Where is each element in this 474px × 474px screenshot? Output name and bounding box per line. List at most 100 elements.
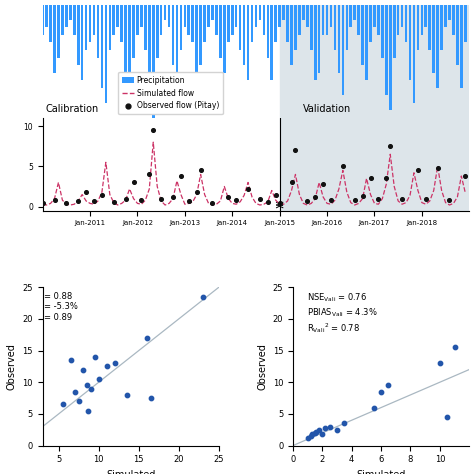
Bar xyxy=(357,5,360,35)
Point xyxy=(256,195,264,202)
Point xyxy=(377,388,385,395)
Bar xyxy=(112,5,115,35)
Bar xyxy=(290,5,293,65)
Bar xyxy=(156,5,158,58)
Bar xyxy=(200,5,202,65)
Point xyxy=(319,430,326,438)
Bar xyxy=(191,5,194,43)
Bar xyxy=(393,5,395,58)
Point xyxy=(370,404,378,411)
Bar xyxy=(41,5,44,35)
Bar xyxy=(231,5,234,35)
Bar xyxy=(385,5,388,95)
Bar xyxy=(188,5,190,35)
Text: Validation: Validation xyxy=(303,104,352,114)
Bar xyxy=(105,5,107,103)
Bar xyxy=(211,5,214,20)
Point xyxy=(351,196,358,204)
Bar xyxy=(144,5,146,50)
Bar xyxy=(266,5,269,58)
Bar xyxy=(437,5,439,88)
Bar xyxy=(342,5,344,95)
Point xyxy=(63,199,70,206)
Point xyxy=(313,428,320,436)
Bar xyxy=(306,5,309,27)
Bar xyxy=(389,5,392,110)
Point xyxy=(98,191,106,198)
Point xyxy=(79,366,87,374)
Bar xyxy=(148,5,151,80)
Bar xyxy=(440,5,443,50)
Bar xyxy=(223,5,226,73)
Point xyxy=(244,185,252,193)
Point xyxy=(84,407,92,414)
Bar xyxy=(124,5,127,73)
Bar xyxy=(168,5,170,27)
Bar xyxy=(57,5,60,58)
Bar xyxy=(330,5,332,27)
Bar xyxy=(401,5,403,27)
Bar xyxy=(283,5,285,20)
Point xyxy=(110,198,118,206)
Y-axis label: Observed: Observed xyxy=(7,343,17,390)
Bar xyxy=(85,5,87,50)
Point xyxy=(199,293,207,301)
Bar xyxy=(53,5,56,73)
Bar xyxy=(280,5,469,118)
Point xyxy=(87,385,94,392)
Bar xyxy=(397,5,400,35)
Point xyxy=(444,413,451,421)
Bar xyxy=(73,5,75,35)
Point xyxy=(71,388,79,395)
Point xyxy=(339,163,346,170)
Bar xyxy=(65,5,68,27)
Bar xyxy=(448,5,451,20)
Bar xyxy=(298,5,301,35)
Point xyxy=(307,432,314,440)
Bar xyxy=(274,5,277,43)
Point xyxy=(143,334,151,342)
Point xyxy=(39,199,46,206)
Bar xyxy=(452,5,455,35)
Bar xyxy=(136,5,139,35)
Bar xyxy=(69,5,72,20)
X-axis label: Simulated: Simulated xyxy=(356,470,406,474)
Point xyxy=(308,430,316,438)
Point xyxy=(374,195,382,202)
Point xyxy=(319,180,327,188)
Bar xyxy=(373,5,376,27)
Bar xyxy=(413,5,415,103)
Point xyxy=(451,344,458,351)
Point xyxy=(103,363,110,370)
Bar xyxy=(81,5,83,80)
Point xyxy=(82,188,90,196)
Bar xyxy=(97,5,99,58)
Bar xyxy=(243,5,246,65)
Bar xyxy=(46,5,48,27)
Point xyxy=(311,429,319,437)
Point xyxy=(321,424,329,432)
Bar xyxy=(432,5,435,73)
Bar xyxy=(195,5,198,73)
Bar xyxy=(207,5,210,27)
Bar xyxy=(140,5,143,27)
Point xyxy=(209,199,216,206)
Point xyxy=(74,197,82,205)
Point xyxy=(157,196,165,203)
Point xyxy=(446,196,453,204)
Point xyxy=(367,174,374,182)
Point xyxy=(462,172,469,180)
Bar xyxy=(409,5,411,80)
Point xyxy=(303,197,311,205)
Bar xyxy=(132,5,135,58)
Bar xyxy=(381,5,383,58)
Bar xyxy=(49,5,52,43)
Bar xyxy=(160,5,163,35)
Point xyxy=(67,356,74,364)
Point xyxy=(326,423,334,430)
Point xyxy=(177,172,185,180)
Point xyxy=(311,193,319,201)
Bar xyxy=(318,5,320,73)
Bar xyxy=(377,5,380,35)
Point xyxy=(111,359,118,367)
